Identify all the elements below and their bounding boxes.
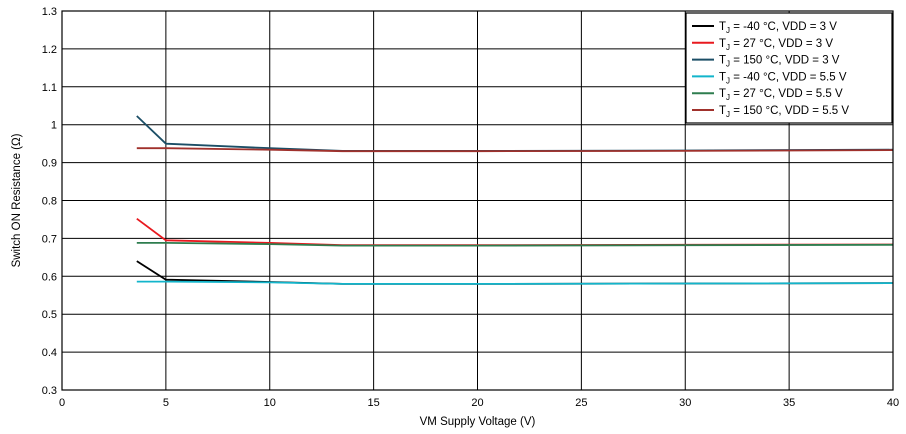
legend-label: TJ = -40 °C, VDD = 3 V [719,21,837,35]
legend-label-rest: = 27 °C, VDD = 3 V [730,38,833,50]
y-axis-ticks: 0.3 0.4 0.5 0.6 0.7 0.8 0.9 1 1.1 1.2 1.3 [42,6,57,397]
x-tick-label: 10 [264,397,276,409]
legend-label-rest: = -40 °C, VDD = 3 V [730,21,837,33]
legend-label-rest: = 27 °C, VDD = 5.5 V [730,88,843,100]
y-tick-label: 0.3 [42,385,57,397]
legend-label-main: T [719,38,726,50]
legend-label-rest: = 150 °C, VDD = 3 V [730,55,840,67]
y-tick-label: 1.3 [42,6,57,18]
series-line-6 [136,147,894,153]
legend-label-main: T [719,88,726,100]
legend-label: TJ = 27 °C, VDD = 5.5 V [719,88,843,102]
y-tick-label: 0.8 [42,196,57,208]
y-tick-label: 0.6 [42,271,57,283]
legend-label: TJ = -40 °C, VDD = 5.5 V [719,71,847,85]
y-tick-label: 1 [51,120,57,132]
x-tick-label: 15 [368,397,380,409]
y-tick-label: 1.1 [42,82,57,94]
x-axis-title: VM Supply Voltage (V) [420,416,536,428]
x-tick-label: 35 [783,397,795,409]
legend-box [685,12,893,124]
y-tick-label: 0.4 [42,347,57,359]
legend-label-subscript: J [726,60,730,69]
legend-label-rest: = 150 °C, VDD = 5.5 V [730,105,849,117]
data-series [136,115,894,285]
legend-label-subscript: J [726,93,730,102]
y-axis-title: Switch ON Resistance (Ω) [11,133,23,267]
y-tick-label: 1.2 [42,44,57,56]
x-tick-label: 40 [887,397,899,409]
legend-label-main: T [719,71,726,83]
x-tick-label: 5 [163,397,169,409]
y-tick-label: 0.9 [42,158,57,170]
legend-label-main: T [719,21,726,33]
legend-label-main: T [719,105,726,117]
x-tick-label: 0 [59,397,65,409]
legend-label-subscript: J [726,76,730,85]
x-tick-label: 20 [471,397,483,409]
series-line-5 [136,241,894,247]
legend-label-rest: = -40 °C, VDD = 5.5 V [730,71,847,83]
x-axis-ticks: 0 5 10 15 20 25 30 35 40 [59,397,899,409]
legend-label: TJ = 27 °C, VDD = 3 V [719,38,833,52]
legend-label: TJ = 150 °C, VDD = 5.5 V [719,105,849,119]
x-tick-label: 30 [679,397,691,409]
x-tick-label: 25 [575,397,587,409]
y-tick-label: 0.7 [42,233,57,245]
legend: TJ = -40 °C, VDD = 3 VTJ = 27 °C, VDD = … [685,12,893,124]
series-line-4 [136,280,894,285]
plot-frame [61,10,894,391]
legend-label-main: T [719,55,726,67]
y-tick-label: 0.5 [42,309,57,321]
legend-label-subscript: J [726,43,730,52]
legend-label: TJ = 150 °C, VDD = 3 V [719,55,840,69]
legend-label-subscript: J [726,110,730,119]
legend-label-subscript: J [726,26,730,35]
